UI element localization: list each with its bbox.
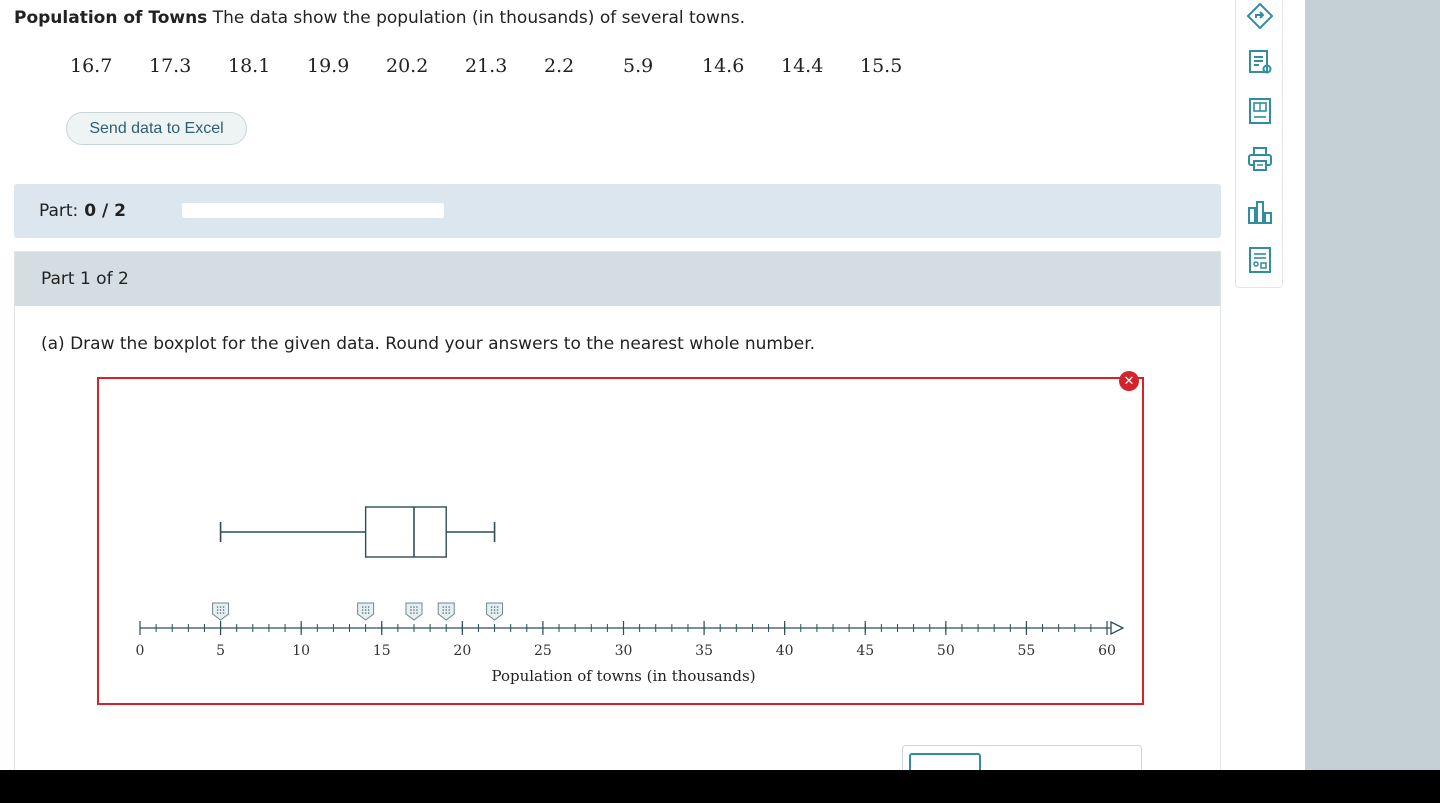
x-tick-label: 40: [776, 643, 794, 659]
chart-icon[interactable]: [1244, 196, 1276, 228]
x-tick-label: 10: [292, 643, 310, 659]
drag-handle[interactable]: [486, 602, 504, 621]
data-value: 20.2: [386, 55, 429, 77]
calculator-icon[interactable]: [1244, 95, 1276, 127]
x-axis-arrow: [1110, 620, 1125, 636]
data-value: 19.9: [307, 55, 350, 77]
x-tick-label: 25: [534, 643, 552, 659]
question-text: (a) Draw the boxplot for the given data.…: [41, 334, 816, 354]
main-content: Population of Towns The data show the po…: [14, 8, 1221, 785]
x-tick-label: 45: [856, 643, 874, 659]
data-value: 16.7: [70, 55, 113, 77]
boxplot-graph[interactable]: 0 5 10 15 20 25 30 35 40 45 50 55 60 Population of to…: [97, 377, 1144, 705]
part-progress-bar: Part: 0 / 2: [14, 184, 1221, 238]
drag-handle[interactable]: [405, 602, 423, 621]
part-label: Part:: [39, 201, 79, 221]
bottom-bar: [0, 770, 1440, 803]
right-gutter: [1305, 0, 1440, 770]
part-header: Part 1 of 2: [15, 252, 1220, 306]
side-toolbar: [1235, 0, 1283, 288]
data-table-icon[interactable]: [1244, 244, 1276, 276]
part-value: 0 / 2: [84, 201, 126, 221]
data-value: 18.1: [228, 55, 271, 77]
problem-title: Population of Towns: [14, 8, 208, 28]
x-tick-label: 0: [136, 643, 145, 659]
boxplot-svg[interactable]: 0 5 10 15 20 25 30 35 40 45 50 55 60 Population of to…: [99, 379, 1142, 703]
data-value: 2.2: [544, 55, 575, 77]
data-value: 21.3: [465, 55, 508, 77]
data-value: 15.5: [860, 55, 903, 77]
x-tick-label: 20: [453, 643, 471, 659]
problem-intro: Population of Towns The data show the po…: [14, 8, 745, 28]
x-tick-label: 60: [1098, 643, 1116, 659]
box-iqr: [364, 506, 447, 558]
data-value: 14.4: [781, 55, 824, 77]
data-value: 17.3: [149, 55, 192, 77]
x-tick-label: 15: [373, 643, 391, 659]
x-tick-label: 5: [216, 643, 225, 659]
drag-handle[interactable]: [357, 602, 375, 621]
x-tick-label: 30: [615, 643, 633, 659]
part-panel: Part 1 of 2 (a) Draw the boxplot for the…: [14, 251, 1221, 781]
x-tick-label: 35: [695, 643, 713, 659]
data-values: 16.7 17.3 18.1 19.9 20.2 21.3 2.2 5.9 14…: [70, 55, 939, 77]
print-icon[interactable]: [1244, 143, 1276, 175]
x-tick-label: 55: [1018, 643, 1036, 659]
progress-track: [182, 203, 444, 218]
error-icon: ✕: [1119, 371, 1139, 391]
x-tick-label: 50: [937, 643, 955, 659]
drag-handle[interactable]: [437, 602, 455, 621]
x-axis-title: Population of towns (in thousands): [491, 667, 755, 685]
data-value: 14.6: [702, 55, 745, 77]
notes-icon[interactable]: [1244, 46, 1276, 78]
data-value: 5.9: [623, 55, 654, 77]
explanation-icon[interactable]: [1244, 0, 1276, 32]
drag-handle[interactable]: [212, 602, 230, 621]
problem-text: The data show the population (in thousan…: [212, 8, 745, 28]
send-to-excel-button[interactable]: Send data to Excel: [66, 112, 247, 145]
